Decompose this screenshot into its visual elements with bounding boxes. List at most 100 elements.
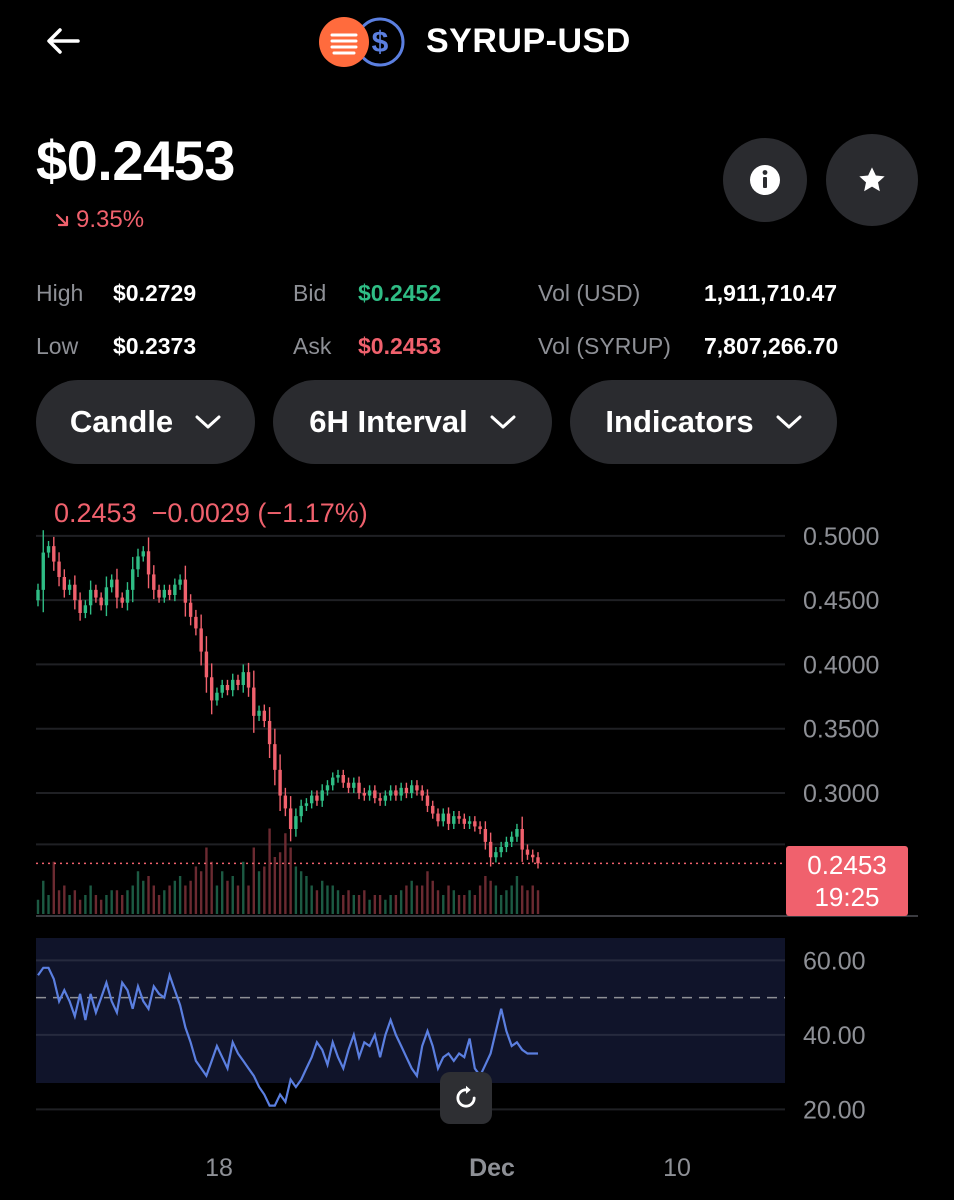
candle-body — [146, 551, 151, 575]
candle-body — [409, 785, 414, 793]
volume-bar — [263, 866, 266, 914]
candle-body — [157, 589, 161, 598]
candle-body — [283, 795, 288, 809]
volume-bar — [321, 880, 324, 914]
volume-bar — [363, 890, 366, 914]
indicators-dropdown[interactable]: Indicators — [570, 380, 837, 464]
volume-bar — [368, 899, 371, 914]
star-icon — [859, 167, 885, 192]
candle-body — [209, 677, 214, 701]
interval-dropdown[interactable]: 6H Interval — [273, 380, 552, 464]
chart-type-dropdown[interactable]: Candle — [36, 380, 255, 464]
volume-bar — [284, 833, 287, 914]
price-change-value: 9.35% — [76, 206, 145, 233]
chevron-down-icon — [195, 415, 221, 429]
candle-body — [188, 602, 193, 617]
reset-chart-button[interactable] — [440, 1072, 492, 1124]
back-button[interactable] — [40, 18, 86, 64]
price-axis-label: 0.5000 — [803, 523, 879, 551]
volume-bar — [84, 895, 87, 914]
volume-bar — [447, 885, 450, 914]
favorite-button[interactable] — [826, 134, 918, 226]
volume-bar — [242, 861, 245, 914]
volume-bar — [210, 861, 213, 914]
volume-bar — [478, 885, 482, 914]
arrow-down-right-icon — [55, 213, 69, 227]
volume-bar — [168, 885, 171, 914]
candle-body — [399, 787, 403, 796]
candle-body — [515, 829, 519, 837]
volume-bar — [226, 880, 229, 914]
volume-bar — [47, 895, 50, 914]
volume-bar — [136, 871, 140, 914]
candle-body — [167, 589, 172, 595]
bid-value: $0.2452 — [358, 280, 442, 306]
candle-body — [115, 579, 119, 598]
indicators-label: Indicators — [605, 404, 754, 439]
reset-icon — [456, 1085, 476, 1108]
candle-body — [162, 589, 167, 598]
candle-body — [388, 790, 393, 796]
volume-bar — [394, 895, 398, 914]
volume-bar — [205, 847, 208, 914]
price-chart[interactable]: 0.5000 0.4500 0.4000 0.3500 0.3000 60.00 40.00… — [0, 490, 954, 1190]
candle-body — [425, 795, 430, 806]
candle-body — [446, 813, 451, 824]
candle-body — [136, 556, 140, 570]
volume-bar — [315, 890, 319, 914]
volume-bar — [152, 885, 155, 914]
volume-bar — [78, 899, 82, 914]
volume-bar — [99, 899, 103, 914]
candle-body — [241, 672, 245, 685]
candle-body — [346, 782, 351, 788]
candle-body — [204, 651, 209, 678]
candle-body — [357, 782, 361, 793]
volume-bar — [431, 880, 434, 914]
candle-body — [199, 628, 203, 652]
candle-body — [431, 805, 435, 814]
vol-usd-label: Vol (USD) — [538, 280, 641, 306]
candle-body — [352, 782, 356, 788]
volume-bar — [94, 895, 98, 914]
volume-bar — [247, 885, 250, 914]
candle-body — [373, 790, 377, 799]
candle-body — [362, 793, 367, 796]
volume-bar — [347, 890, 350, 914]
candle-body — [178, 579, 182, 585]
candle-body — [309, 795, 314, 804]
volume-bar — [473, 895, 477, 914]
candle-body — [41, 552, 45, 590]
volume-bar — [163, 890, 166, 914]
volume-bar — [310, 885, 313, 914]
volume-bar — [421, 885, 424, 914]
candle-body — [288, 808, 293, 829]
volume-bar — [415, 885, 419, 914]
info-button[interactable] — [723, 138, 807, 222]
usd-coin-icon: $ — [355, 17, 405, 67]
volume-bar — [384, 899, 387, 914]
volume-bar — [526, 890, 529, 914]
candle-body — [220, 685, 224, 693]
ohlc-readout: 0.2453 −0.0029 (−1.17%) — [54, 498, 368, 528]
candle-body — [520, 829, 524, 850]
volume-bar — [257, 871, 261, 914]
candle-body — [415, 785, 419, 791]
volume-bar — [426, 871, 429, 914]
price-axis-label: 0.4500 — [803, 587, 879, 615]
candle-body — [257, 710, 261, 716]
volume-bar — [457, 895, 461, 914]
vol-syrup-value: 7,807,266.70 — [704, 333, 839, 359]
rsi-band — [36, 938, 785, 1083]
candle-body — [246, 672, 251, 688]
volume-bar — [484, 876, 487, 914]
candle-body — [152, 574, 156, 590]
volume-bar — [389, 895, 392, 914]
candle-body — [494, 852, 498, 858]
volume-bar — [42, 880, 45, 914]
candle-body — [267, 721, 272, 745]
candle-body — [252, 687, 256, 716]
volume-bar — [378, 895, 382, 914]
volume-bar — [373, 895, 377, 914]
price-axis-label: 0.3500 — [803, 716, 879, 744]
volume-bar — [131, 885, 134, 914]
